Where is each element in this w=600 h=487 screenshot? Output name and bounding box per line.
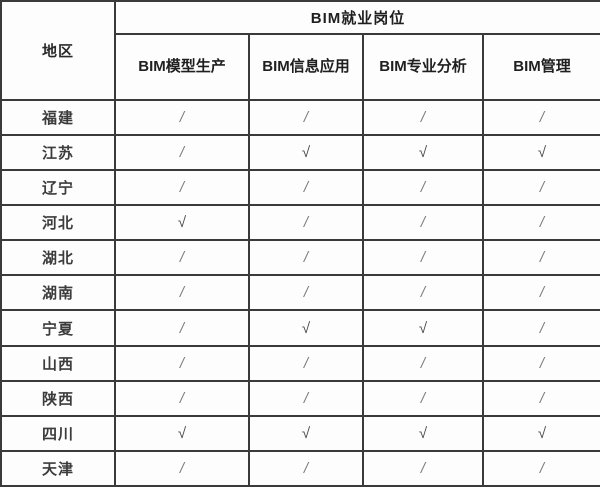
table-row: 江苏 / √ √ √	[0, 134, 600, 172]
column-header-management: BIM管理	[482, 33, 600, 101]
slash-mark-cell: /	[362, 379, 484, 417]
column-header-model-production: BIM模型生产	[114, 33, 250, 101]
slash-mark-cell: /	[248, 204, 364, 242]
slash-mark-cell: /	[482, 449, 600, 487]
slash-mark-cell: /	[114, 134, 250, 172]
region-cell: 陕西	[0, 379, 116, 417]
slash-mark-cell: /	[362, 98, 484, 137]
region-column-header: 地区	[0, 0, 116, 101]
region-cell: 湖北	[0, 239, 116, 277]
slash-mark-cell: /	[482, 98, 600, 137]
region-cell: 河北	[0, 204, 116, 242]
slash-mark-cell: /	[248, 379, 364, 417]
check-mark-cell: √	[114, 204, 250, 242]
slash-mark-cell: /	[114, 239, 250, 277]
slash-mark-cell: /	[362, 344, 484, 382]
slash-mark-cell: /	[362, 449, 484, 487]
slash-mark-cell: /	[482, 274, 600, 312]
table-row: 陕西 / / / /	[0, 379, 600, 417]
slash-mark-cell: /	[482, 204, 600, 242]
table-row: 河北 √ / / /	[0, 204, 600, 242]
column-header-professional-analysis: BIM专业分析	[362, 33, 484, 101]
slash-mark-cell: /	[362, 169, 484, 207]
group-header: BIM就业岗位	[114, 0, 600, 35]
table-row: 天津 / / / /	[0, 449, 600, 487]
check-mark-cell: √	[248, 134, 364, 172]
check-mark-cell: √	[114, 414, 250, 452]
table-row: 山西 / / / /	[0, 344, 600, 382]
slash-mark-cell: /	[248, 344, 364, 382]
subheader-row: BIM模型生产 BIM信息应用 BIM专业分析 BIM管理	[1, 33, 600, 101]
slash-mark-cell: /	[248, 98, 364, 137]
table-row: 四川 √ √ √ √	[0, 414, 600, 452]
table-row: 宁夏 / √ √ /	[0, 309, 600, 347]
check-mark-cell: √	[362, 309, 484, 347]
slash-mark-cell: /	[114, 344, 250, 382]
table-row: 辽宁 / / / /	[0, 169, 600, 207]
slash-mark-cell: /	[114, 309, 250, 347]
column-header-info-application: BIM信息应用	[248, 33, 364, 101]
region-cell: 福建	[0, 98, 116, 137]
region-cell: 四川	[0, 414, 116, 452]
slash-mark-cell: /	[114, 169, 250, 207]
slash-mark-cell: /	[248, 239, 364, 277]
slash-mark-cell: /	[362, 204, 484, 242]
region-cell: 天津	[0, 449, 116, 487]
slash-mark-cell: /	[362, 274, 484, 312]
slash-mark-cell: /	[248, 169, 364, 207]
slash-mark-cell: /	[482, 344, 600, 382]
check-mark-cell: √	[482, 414, 600, 452]
check-mark-cell: √	[248, 309, 364, 347]
slash-mark-cell: /	[482, 169, 600, 207]
slash-mark-cell: /	[482, 239, 600, 277]
slash-mark-cell: /	[114, 274, 250, 312]
check-mark-cell: √	[482, 134, 600, 172]
slash-mark-cell: /	[114, 379, 250, 417]
slash-mark-cell: /	[114, 98, 250, 137]
group-header-row: 地区 BIM就业岗位	[0, 0, 600, 101]
slash-mark-cell: /	[248, 274, 364, 312]
region-cell: 辽宁	[0, 169, 116, 207]
slash-mark-cell: /	[362, 239, 484, 277]
region-cell: 山西	[0, 344, 116, 382]
region-cell: 湖南	[0, 274, 116, 312]
table-row: 湖北 / / / /	[0, 239, 600, 277]
check-mark-cell: √	[362, 414, 484, 452]
table-row: 湖南 / / / /	[0, 274, 600, 312]
region-cell: 宁夏	[0, 309, 116, 347]
slash-mark-cell: /	[114, 449, 250, 487]
check-mark-cell: √	[362, 134, 484, 172]
region-cell: 江苏	[0, 134, 116, 172]
slash-mark-cell: /	[248, 449, 364, 487]
check-mark-cell: √	[248, 414, 364, 452]
table-body: 福建 / / / / 江苏 / √ √ √ 辽宁 / / / / 河北 √ / / / 湖北 / / / / 湖南 / / / / 宁夏 / √…	[0, 98, 600, 487]
slash-mark-cell: /	[482, 309, 600, 347]
table-row: 福建 / / / /	[0, 98, 600, 137]
slash-mark-cell: /	[482, 379, 600, 417]
